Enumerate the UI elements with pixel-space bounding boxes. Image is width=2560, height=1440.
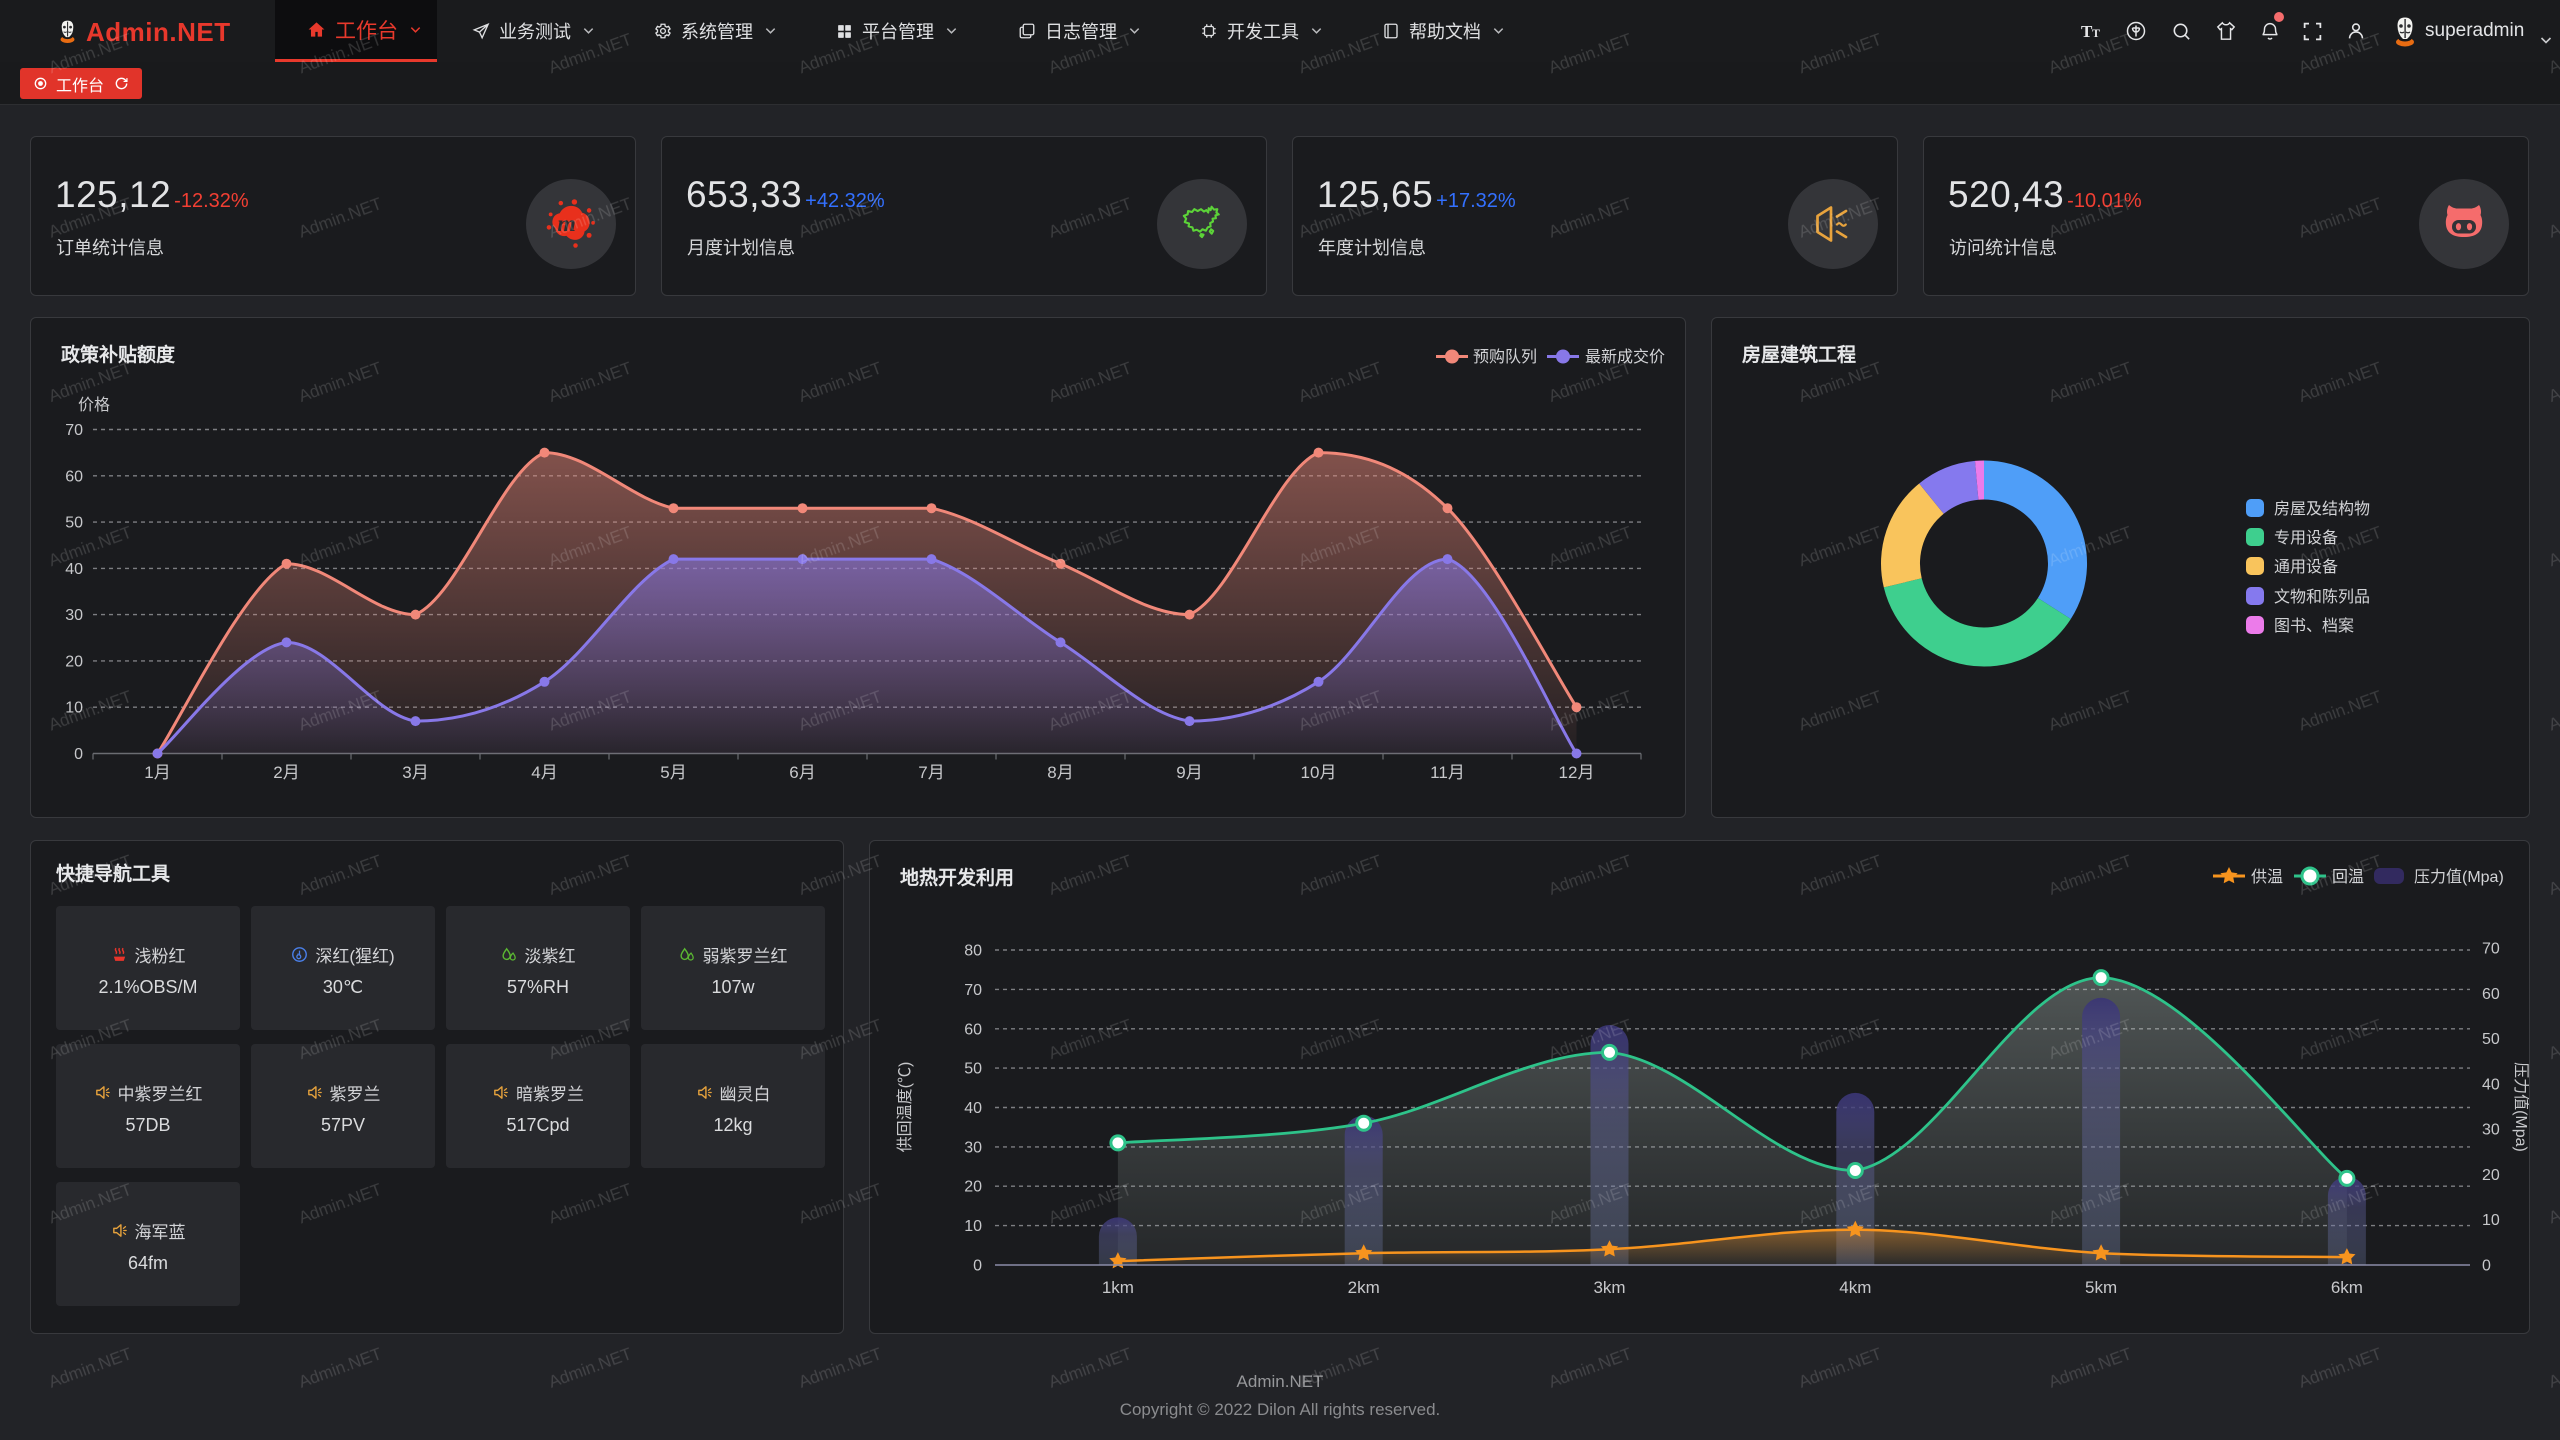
svg-text:6月: 6月: [789, 763, 815, 782]
svg-text:4月: 4月: [531, 763, 557, 782]
svg-text:2月: 2月: [273, 763, 299, 782]
svg-text:60: 60: [2482, 986, 2500, 1003]
svg-text:60: 60: [964, 1021, 982, 1038]
svg-text:1月: 1月: [144, 763, 170, 782]
svg-text:70: 70: [2482, 941, 2500, 958]
svg-text:房屋建筑工程: 房屋建筑工程: [1742, 343, 1856, 366]
svg-text:通用设备: 通用设备: [2274, 558, 2338, 576]
svg-text:供回温度(℃): 供回温度(℃): [896, 1062, 914, 1153]
svg-text:回温: 回温: [2332, 868, 2364, 886]
svg-text:40: 40: [65, 561, 83, 578]
svg-text:10: 10: [65, 700, 83, 717]
svg-text:10月: 10月: [1301, 763, 1337, 782]
svg-text:4km: 4km: [1839, 1278, 1871, 1297]
svg-text:0: 0: [74, 746, 83, 763]
svg-text:0: 0: [2482, 1258, 2491, 1275]
svg-text:20: 20: [2482, 1167, 2500, 1184]
svg-text:10: 10: [964, 1218, 982, 1235]
svg-text:50: 50: [65, 515, 83, 532]
svg-text:40: 40: [964, 1100, 982, 1117]
svg-text:价格: 价格: [78, 396, 110, 414]
svg-text:图书、档案: 图书、档案: [2274, 617, 2354, 635]
svg-text:最新成交价: 最新成交价: [1585, 348, 1665, 366]
svg-text:70: 70: [964, 982, 982, 999]
svg-text:政策补贴额度: 政策补贴额度: [61, 343, 176, 366]
svg-text:专用设备: 专用设备: [2274, 529, 2338, 547]
svg-text:60: 60: [65, 468, 83, 485]
svg-text:5km: 5km: [2085, 1278, 2117, 1297]
svg-text:供温: 供温: [2251, 868, 2283, 886]
svg-text:7月: 7月: [918, 763, 944, 782]
svg-text:3月: 3月: [402, 763, 428, 782]
svg-text:3km: 3km: [1593, 1278, 1625, 1297]
svg-text:压力值(Mpa): 压力值(Mpa): [2512, 1062, 2529, 1152]
svg-text:地热开发利用: 地热开发利用: [900, 866, 1014, 889]
svg-text:30: 30: [2482, 1122, 2500, 1139]
svg-text:预购队列: 预购队列: [1473, 348, 1537, 366]
svg-text:50: 50: [964, 1061, 982, 1078]
svg-text:11月: 11月: [1430, 763, 1465, 782]
svg-text:12月: 12月: [1559, 763, 1595, 782]
svg-text:0: 0: [973, 1258, 982, 1275]
svg-text:5月: 5月: [660, 763, 686, 782]
svg-text:50: 50: [2482, 1031, 2500, 1048]
svg-text:80: 80: [964, 943, 982, 960]
svg-text:20: 20: [964, 1179, 982, 1196]
svg-text:30: 30: [65, 607, 83, 624]
svg-text:9月: 9月: [1176, 763, 1202, 782]
svg-text:压力值(Mpa): 压力值(Mpa): [2414, 868, 2504, 886]
svg-text:40: 40: [2482, 1076, 2500, 1093]
svg-text:6km: 6km: [2331, 1278, 2363, 1297]
svg-text:T: T: [2092, 26, 2100, 40]
svg-text:文物和陈列品: 文物和陈列品: [2274, 588, 2370, 606]
svg-text:8月: 8月: [1047, 763, 1073, 782]
svg-text:20: 20: [65, 653, 83, 670]
svg-text:1km: 1km: [1102, 1278, 1134, 1297]
svg-text:m: m: [557, 211, 575, 237]
svg-text:70: 70: [65, 422, 83, 439]
svg-text:房屋及结构物: 房屋及结构物: [2274, 500, 2370, 518]
svg-text:10: 10: [2482, 1212, 2500, 1229]
svg-text:30: 30: [964, 1139, 982, 1156]
svg-text:2km: 2km: [1348, 1278, 1380, 1297]
